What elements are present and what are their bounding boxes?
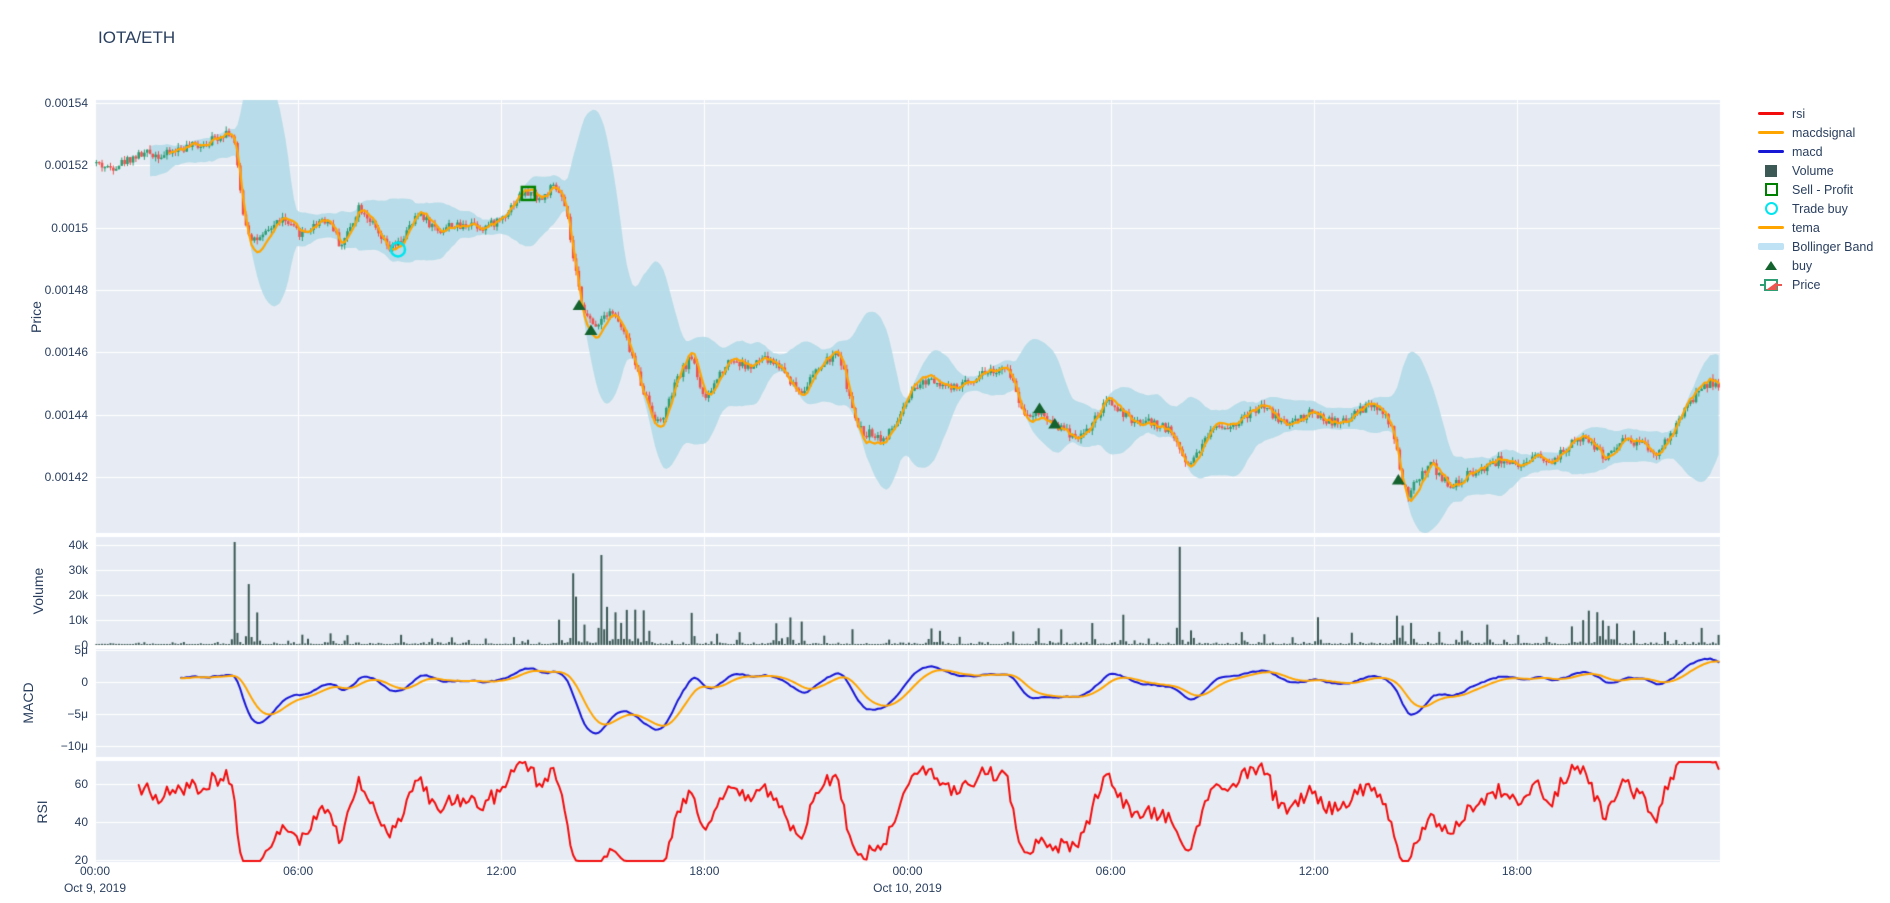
macd-tick-label: 0 xyxy=(81,674,88,689)
x-tick-label: 06:00 xyxy=(1095,864,1126,878)
rsi-swatch-icon xyxy=(1756,112,1786,115)
volume-tick-label: 10k xyxy=(68,613,88,627)
rsi-tick-label: 60 xyxy=(74,777,88,792)
price-axis-title: Price xyxy=(28,301,44,333)
x-tick-label: 12:00 xyxy=(486,864,517,878)
legend-item-volume[interactable]: Volume xyxy=(1756,161,1873,180)
price-tick-label: 0.00154 xyxy=(44,96,88,111)
volume-tick-label: 0 xyxy=(81,638,88,652)
legend-label: macdsignal xyxy=(1792,125,1856,140)
legend: rsi macdsignal macd Volume Sell - Profit Trad… xyxy=(1756,104,1873,294)
x-tick-label: 12:00 xyxy=(1298,864,1329,878)
legend-label: rsi xyxy=(1792,106,1806,121)
trade-buy-swatch-icon xyxy=(1756,202,1786,215)
legend-item-bollinger-band[interactable]: Bollinger Band xyxy=(1756,237,1873,256)
x-tick-label: 00:00 xyxy=(79,864,111,878)
legend-label: Price xyxy=(1792,277,1821,292)
legend-label: Bollinger Band xyxy=(1792,239,1874,254)
x-tick-label: 18:00 xyxy=(689,864,720,878)
price-swatch-icon xyxy=(1756,278,1786,292)
price-tick-label: 0.00152 xyxy=(44,158,88,173)
volume-tick-label: 20k xyxy=(68,588,88,602)
legend-item-sell-profit[interactable]: Sell - Profit xyxy=(1756,180,1873,199)
price-tick-label: 0.00142 xyxy=(44,469,88,484)
legend-label: Volume xyxy=(1792,163,1834,178)
legend-label: Trade buy xyxy=(1792,201,1848,216)
price-tick-label: 0.00144 xyxy=(44,407,88,422)
bollinger-band-swatch-icon xyxy=(1756,243,1786,250)
x-date-label: Oct 9, 2019 xyxy=(63,881,127,895)
volume-tick-label: 30k xyxy=(68,563,88,577)
macd-axis-title: MACD xyxy=(20,682,36,724)
legend-label: buy xyxy=(1792,258,1813,273)
x-tick-label: 00:00 xyxy=(892,864,923,878)
sell-profit-swatch-icon xyxy=(1756,183,1786,196)
x-tick-label: 06:00 xyxy=(283,864,314,878)
x-tick-label: 18:00 xyxy=(1501,864,1532,878)
macd-tick-label: −10μ xyxy=(60,739,88,754)
x-date-label: Oct 10, 2019 xyxy=(873,881,942,895)
volume-swatch-icon xyxy=(1756,164,1786,177)
macd-tick-label: 5μ xyxy=(74,642,88,657)
rsi-axis-title: RSI xyxy=(34,800,50,824)
legend-item-buy[interactable]: buy xyxy=(1756,256,1873,275)
buy-swatch-icon xyxy=(1756,261,1786,270)
rsi-tick-label: 40 xyxy=(74,815,88,830)
legend-label: Sell - Profit xyxy=(1792,182,1854,197)
legend-label: tema xyxy=(1792,220,1820,235)
price-tick-label: 0.00148 xyxy=(44,283,88,298)
price-tick-label: 0.00146 xyxy=(44,345,88,360)
volume-axis-title: Volume xyxy=(30,567,46,615)
tema-swatch-icon xyxy=(1756,226,1786,229)
legend-item-price[interactable]: Price xyxy=(1756,275,1873,294)
price-tick-label: 0.0015 xyxy=(51,220,88,235)
legend-item-tema[interactable]: tema xyxy=(1756,218,1873,237)
legend-item-trade-buy[interactable]: Trade buy xyxy=(1756,199,1873,218)
macd-tick-label: −5μ xyxy=(67,707,88,722)
legend-item-rsi[interactable]: rsi xyxy=(1756,104,1873,123)
legend-label: macd xyxy=(1792,144,1823,159)
rsi-tick-label: 20 xyxy=(74,853,88,868)
macd-swatch-icon xyxy=(1756,150,1786,153)
legend-item-macd[interactable]: macd xyxy=(1756,142,1873,161)
volume-tick-label: 40k xyxy=(68,538,88,552)
macdsignal-swatch-icon xyxy=(1756,131,1786,134)
legend-item-macdsignal[interactable]: macdsignal xyxy=(1756,123,1873,142)
